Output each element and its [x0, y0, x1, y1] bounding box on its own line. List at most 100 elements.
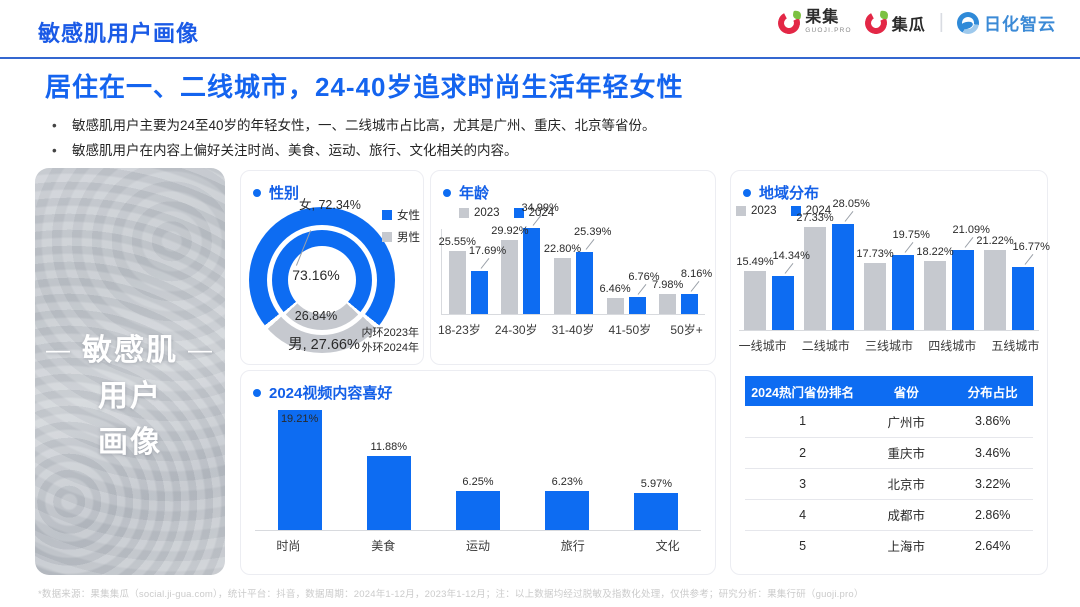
- age-chart-card: 年龄 2023 2024 25.55% 17.69% 29.92% 34.99% 22.…: [430, 170, 716, 365]
- category-label: 文化: [655, 539, 680, 553]
- table-cell: 2.64%: [974, 538, 1011, 553]
- bar-pair: 21.22% 16.77%: [976, 224, 1050, 330]
- bar-pair: 6.23%: [545, 410, 590, 530]
- header-divider: [0, 57, 1080, 59]
- rihua-logo: 日化智云: [957, 10, 1056, 35]
- dashboard-canvas: — 敏感肌 — 用户 画像 性别 女, 72.34% 女性 男性 73.16% …: [35, 168, 1060, 575]
- bar-pair: 17.73% 19.75%: [856, 224, 930, 330]
- bullet-dot-icon: [443, 188, 451, 197]
- bar-value-label: 29.92%: [491, 225, 529, 237]
- age-bar-chart: 25.55% 17.69% 29.92% 34.99% 22.80% 25.39% 6.46…: [439, 202, 712, 315]
- bar-pair: 11.88%: [366, 410, 411, 530]
- table-cell: 3: [745, 468, 861, 500]
- bar-column: 34.99%: [521, 202, 559, 314]
- label-leader-line: [1024, 253, 1034, 265]
- table-cell: 成都市: [860, 499, 953, 531]
- bar-column: 28.05%: [832, 198, 870, 330]
- category-label: 五线城市: [991, 339, 1040, 353]
- 2024-bar: [628, 297, 646, 314]
- bar-pair: 29.92% 34.99%: [491, 202, 559, 314]
- bar-column: 17.73%: [856, 224, 894, 330]
- bar-value-label: 28.05%: [832, 198, 870, 210]
- bar-column: 22.80%: [544, 228, 581, 314]
- top-provinces-table: 2024热门省份排名 省份 分布占比 1 广州市 3.86% 2 重庆市 3.46% 3 北京市 3.…: [745, 376, 1033, 561]
- age-legend: 2023 2024: [459, 207, 554, 219]
- cover-title: — 敏感肌 — 用户 画像: [46, 328, 214, 466]
- table-row: 3 北京市 3.22%: [745, 468, 1033, 500]
- bar-column: 6.23%: [545, 410, 590, 530]
- cover-image-panel: — 敏感肌 — 用户 画像: [35, 168, 225, 575]
- table-row: 4 成都市 2.86%: [745, 499, 1033, 531]
- bar-column: 8.16%: [681, 228, 712, 314]
- table-cell: 3.22%: [952, 468, 1033, 500]
- region-chart-title: 地域分布: [743, 182, 819, 203]
- table-cell: 5: [799, 538, 807, 553]
- table-cell: 广州市: [860, 406, 953, 438]
- bar-group: 18.22% 21.09%: [916, 224, 990, 330]
- bar-column: 6.46%: [599, 228, 631, 314]
- bullet-dot-icon: [743, 188, 751, 197]
- 2023-bar: [553, 258, 571, 314]
- age-category-labels: 18-23岁 24-30岁 31-40岁 41-50岁 50岁+: [431, 321, 715, 338]
- 2024-bar: [470, 271, 488, 314]
- 2024-bar: [1012, 267, 1034, 330]
- legend-swatch-2024: [513, 208, 524, 218]
- bar-column: 16.77%: [1012, 224, 1050, 330]
- jigua-logo-text: 集瓜: [891, 16, 926, 34]
- bar-column: 21.09%: [952, 224, 990, 330]
- 2023-bar: [448, 251, 466, 314]
- category-label: 一线城市: [738, 339, 787, 353]
- label-leader-line: [844, 210, 854, 222]
- bar-group: 21.22% 16.77%: [976, 224, 1050, 330]
- gender-label-female-2023: 73.16%: [292, 267, 340, 283]
- bar-group: 11.88%: [344, 411, 433, 530]
- bar-column: 6.76%: [628, 228, 660, 314]
- bar-column: 18.22%: [916, 224, 954, 330]
- category-label: 旅行: [560, 539, 585, 553]
- category-label: 运动: [465, 539, 490, 553]
- table-row: 5 上海市 2.64%: [745, 530, 1033, 561]
- bar-value-label: 6.23%: [551, 476, 583, 488]
- table-header-cell: 2024热门省份排名: [745, 376, 861, 406]
- bar-value-label: 21.22%: [976, 235, 1014, 247]
- label-leader-line: [585, 238, 595, 250]
- category-label: 四线城市: [928, 339, 977, 353]
- bar-column: 17.69%: [469, 228, 506, 314]
- bar-column: 11.88%: [366, 410, 411, 530]
- table-header-cell: 省份: [860, 376, 953, 406]
- category-label: 24-30岁: [494, 323, 538, 337]
- table-cell: 北京市: [860, 468, 953, 500]
- 2024-bar: [523, 228, 541, 314]
- 2023-bar: [804, 227, 826, 330]
- bar-group: 6.46% 6.76%: [599, 228, 660, 314]
- bar-value-label: 14.34%: [772, 250, 810, 262]
- 2023-bar: [924, 261, 946, 330]
- 2024-bar: [952, 250, 974, 330]
- gender-chart-card: 性别 女, 72.34% 女性 男性 73.16% 26.84% 男, 27.6…: [240, 170, 424, 365]
- bar-value-label: 6.76%: [628, 271, 660, 283]
- bar-pair: 18.22% 21.09%: [916, 224, 990, 330]
- bar-group: 19.21%: [255, 410, 344, 530]
- video-category-labels: 时尚 美食 运动 旅行 文化: [241, 537, 715, 554]
- category-label: 时尚: [276, 539, 301, 553]
- label-leader-line: [690, 280, 700, 292]
- video-content-bar-chart: 19.21% 11.88% 6.25% 6.23% 5.97%: [255, 410, 701, 531]
- brand-logos: 果集 GUOJI.PRO 集瓜 | 日化智云: [775, 8, 1056, 37]
- table-cell: 3.46%: [952, 437, 1033, 469]
- bar-pair: 6.25%: [456, 410, 500, 530]
- table-cell: 4: [745, 499, 861, 531]
- bar-value-label: 6.46%: [599, 283, 631, 295]
- video-content-chart-title: 2024视频内容喜好: [253, 382, 392, 403]
- bar-pair: 15.49% 14.34%: [736, 224, 810, 330]
- bar-pair: 5.97%: [634, 410, 679, 530]
- bar-pair: 25.55% 17.69%: [439, 228, 506, 314]
- jigua-logo: 集瓜: [861, 8, 926, 37]
- bar-column: 19.75%: [892, 224, 930, 330]
- dash-decoration: —: [46, 336, 72, 364]
- bar-group: 5.97%: [612, 411, 701, 530]
- 2024-bar: [892, 255, 914, 330]
- bar-value-label: 5.97%: [640, 478, 673, 490]
- bar-value-label: 21.09%: [952, 224, 990, 236]
- bullet-dot-icon: [253, 388, 261, 397]
- rihua-swirl-icon: [957, 11, 979, 34]
